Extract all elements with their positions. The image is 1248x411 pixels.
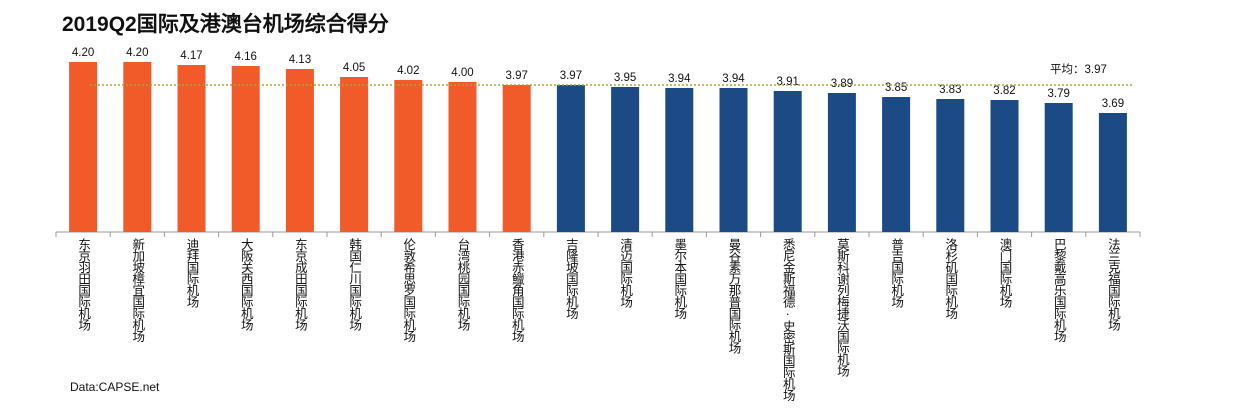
category-label: 韩国仁川国际机场 (347, 238, 362, 330)
category-label: 普吉国际机场 (889, 238, 904, 307)
bar (448, 82, 477, 232)
bar (882, 97, 911, 232)
category-label: 墨尔本国际机场 (672, 238, 687, 319)
data-label: 4.05 (343, 62, 365, 74)
chart-title: 2019Q2国际及港澳台机场综合得分 (62, 13, 389, 36)
bar (1044, 103, 1073, 232)
data-label: 4.16 (235, 51, 257, 63)
category-label: 香港赤鱲角国际机场 (509, 238, 524, 342)
bar (556, 85, 585, 232)
category-label: 台湾桃园国际机场 (455, 238, 470, 330)
bar (502, 85, 531, 232)
category-label: 巴黎戴高乐国际机场 (1051, 238, 1066, 342)
bar (773, 91, 802, 232)
category-label: 澳门国际机场 (997, 238, 1012, 307)
bar (123, 62, 152, 232)
category-label: 东京羽田国际机场 (76, 238, 91, 330)
data-label: 3.79 (1048, 88, 1070, 100)
data-source: Data:CAPSE.net (70, 380, 160, 394)
category-label: 洛杉矶国际机场 (943, 238, 958, 319)
data-label: 4.00 (451, 67, 473, 79)
data-label: 4.13 (289, 54, 311, 66)
data-label: 3.89 (831, 78, 853, 90)
bar (340, 77, 369, 232)
bar (990, 100, 1019, 232)
data-label: 4.17 (180, 50, 202, 62)
bar (611, 87, 640, 232)
data-label: 3.94 (668, 73, 691, 85)
category-label: 迪拜国际机场 (184, 238, 199, 307)
bar (231, 66, 260, 232)
data-label: 3.85 (885, 82, 907, 94)
bar (719, 88, 748, 232)
bar (285, 69, 314, 232)
data-label: 3.97 (506, 70, 528, 82)
bar (394, 80, 423, 232)
category-label: 东京成田国际机场 (292, 238, 307, 330)
data-label: 4.02 (397, 65, 419, 77)
category-label: 吉隆坡国际机场 (563, 238, 578, 319)
bar (936, 99, 965, 232)
bar (827, 93, 856, 232)
data-label: 3.94 (722, 73, 745, 85)
category-label: 新加坡樟宜国际机场 (130, 238, 145, 342)
data-label: 4.20 (72, 47, 94, 59)
category-label: 曼谷素万那普国际机场 (726, 238, 741, 353)
data-label: 3.69 (1102, 98, 1124, 110)
average-label: 平均：3.97 (1050, 63, 1107, 76)
category-label: 伦敦希思罗国际机场 (401, 238, 416, 342)
data-label: 3.91 (777, 76, 799, 88)
bar (1098, 113, 1127, 232)
data-label: 3.83 (939, 84, 961, 96)
data-label: 3.97 (560, 70, 582, 82)
category-label: 大阪关西国际机场 (238, 238, 253, 330)
data-label: 4.20 (126, 47, 148, 59)
category-label: 莫斯科谢列梅捷沃国际机场 (834, 238, 849, 376)
category-label: 法兰克福国际机场 (1105, 238, 1120, 330)
bar (177, 65, 206, 232)
category-label: 悉尼金斯福德·史密斯国际机场 (780, 238, 795, 401)
bar (665, 88, 694, 232)
data-label: 3.95 (614, 72, 636, 84)
bar (69, 62, 98, 232)
category-label: 清迈国际机场 (618, 238, 633, 307)
data-label: 3.82 (993, 85, 1015, 97)
